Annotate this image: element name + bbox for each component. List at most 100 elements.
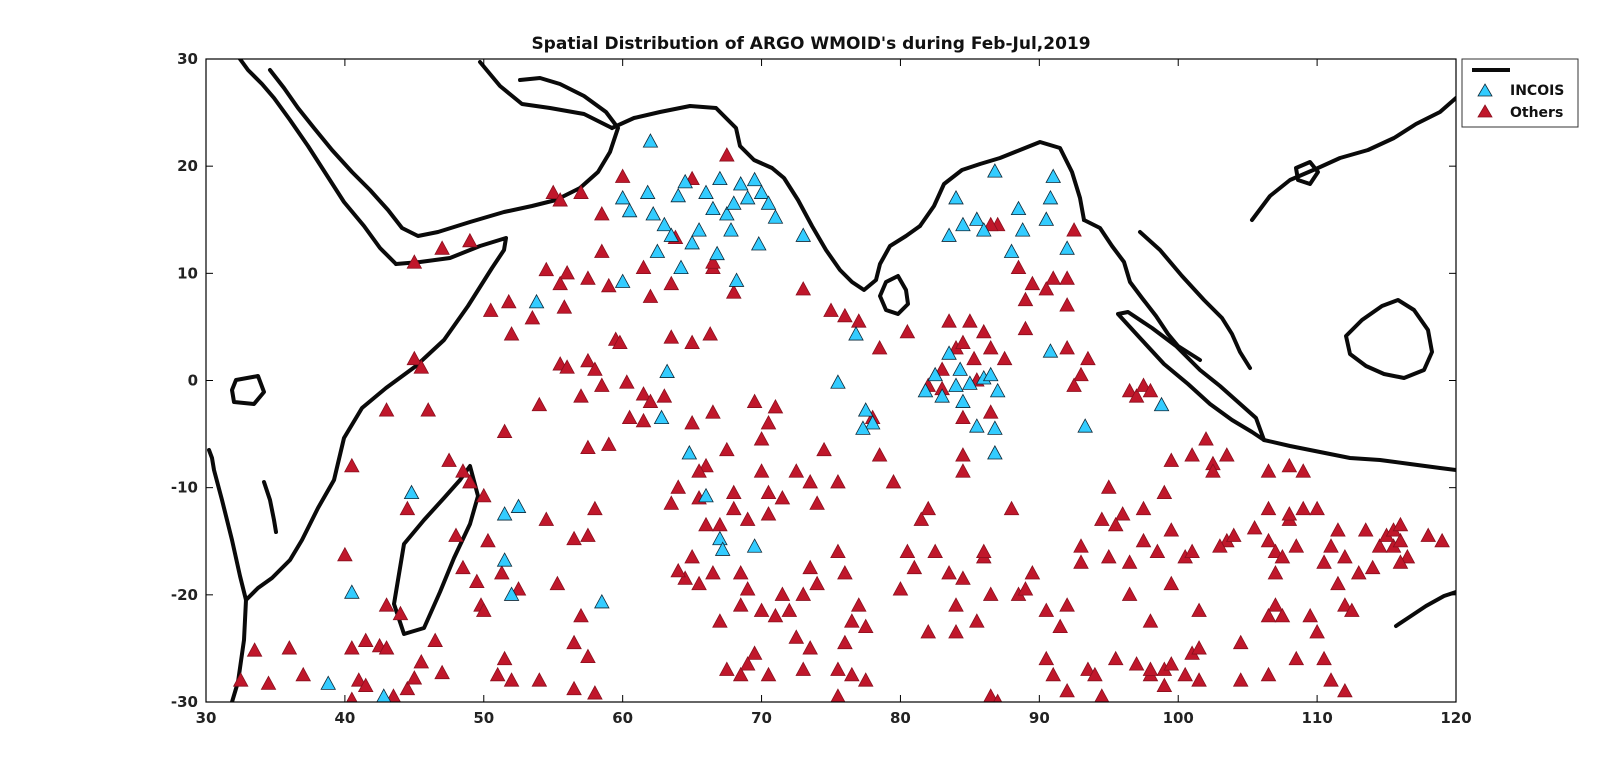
others-float-marker xyxy=(746,645,763,660)
others-float-marker xyxy=(566,680,582,696)
incois-float-marker xyxy=(645,206,662,221)
coastline-hainan xyxy=(1294,160,1320,186)
others-float-marker xyxy=(982,586,999,601)
others-float-marker xyxy=(1260,607,1277,623)
incois-float-marker xyxy=(955,393,971,408)
others-float-marker xyxy=(1288,650,1305,666)
y-tick-label: 20 xyxy=(177,157,198,175)
incois-float-marker xyxy=(698,487,714,503)
incois-float-marker xyxy=(927,366,943,382)
others-float-marker xyxy=(663,329,680,344)
incois-float-marker xyxy=(969,418,985,433)
others-float-marker xyxy=(1024,565,1041,580)
others-float-marker xyxy=(857,672,874,687)
incois-float-marker xyxy=(719,206,735,221)
others-float-marker xyxy=(1135,532,1152,548)
others-float-marker xyxy=(871,340,888,355)
others-float-marker xyxy=(712,613,728,628)
incois-float-marker xyxy=(653,409,670,425)
incois-float-marker xyxy=(496,506,513,521)
others-float-marker xyxy=(621,409,638,425)
others-float-marker xyxy=(702,326,718,341)
others-float-marker xyxy=(1059,270,1075,285)
incois-float-marker xyxy=(864,415,881,430)
others-float-marker xyxy=(1128,656,1145,671)
others-float-marker xyxy=(635,412,652,428)
others-float-marker xyxy=(1274,548,1291,564)
others-float-marker xyxy=(420,402,437,417)
incois-float-marker xyxy=(673,259,689,275)
others-float-marker xyxy=(1135,377,1152,392)
others-float-marker xyxy=(670,479,687,494)
others-float-marker xyxy=(462,473,478,489)
others-float-marker xyxy=(1107,516,1124,532)
others-float-marker xyxy=(975,543,992,558)
coastline-red-sea-east xyxy=(268,68,558,238)
others-float-marker xyxy=(1281,457,1298,473)
others-float-marker xyxy=(600,277,617,293)
incois-float-marker xyxy=(376,688,392,702)
others-float-marker xyxy=(1059,340,1075,355)
others-float-marker xyxy=(684,334,700,350)
coastline-myanmar-malaysia xyxy=(1082,218,1202,362)
x-tick-label: 100 xyxy=(1163,709,1194,727)
others-float-marker xyxy=(552,192,568,207)
incois-float-marker xyxy=(753,184,770,199)
coastline-horn-of-africa xyxy=(238,59,398,266)
coastline-sri-lanka xyxy=(878,274,910,316)
incois-float-marker xyxy=(934,388,950,403)
others-float-marker xyxy=(246,642,263,657)
others-float-marker xyxy=(962,313,978,328)
x-tick-label: 70 xyxy=(751,709,772,727)
incois-float-marker xyxy=(621,202,638,218)
others-float-marker xyxy=(982,216,999,232)
others-float-marker xyxy=(337,546,353,562)
others-float-marker xyxy=(635,386,652,401)
others-float-marker xyxy=(913,511,930,526)
others-float-marker xyxy=(1232,672,1249,687)
incois-float-marker xyxy=(656,216,673,232)
others-float-marker xyxy=(1316,554,1332,569)
others-float-marker xyxy=(996,350,1013,366)
incois-float-marker xyxy=(830,374,846,389)
others-float-marker xyxy=(594,206,610,221)
coastline-persian-gulf xyxy=(478,60,614,130)
others-float-marker xyxy=(663,275,680,291)
others-float-marker xyxy=(434,664,450,680)
others-float-marker xyxy=(1100,479,1117,494)
others-float-marker xyxy=(1156,484,1173,500)
incois-float-marker xyxy=(948,189,964,205)
others-float-marker xyxy=(767,398,784,414)
incois-float-marker xyxy=(725,195,742,210)
others-float-marker xyxy=(684,548,700,564)
others-float-marker xyxy=(496,650,513,666)
others-float-marker xyxy=(1337,682,1353,698)
incois-float-marker xyxy=(1045,168,1062,183)
others-float-marker xyxy=(260,675,277,690)
others-float-marker xyxy=(1094,511,1110,526)
others-float-marker xyxy=(809,575,825,591)
incois-float-marker xyxy=(677,173,693,189)
others-float-marker xyxy=(1191,640,1207,655)
others-float-marker xyxy=(566,634,582,650)
others-float-marker xyxy=(1225,527,1242,542)
others-float-marker xyxy=(503,326,520,341)
others-float-marker xyxy=(760,506,777,521)
others-float-marker xyxy=(955,409,971,425)
x-tick-label: 80 xyxy=(890,709,911,727)
others-float-marker xyxy=(587,500,603,516)
incois-float-marker xyxy=(987,445,1003,460)
coastline-layer xyxy=(207,59,1456,702)
incois-float-marker xyxy=(714,541,731,556)
others-float-marker xyxy=(1246,520,1263,535)
others-float-marker xyxy=(1094,688,1110,702)
others-float-marker xyxy=(1142,661,1159,676)
legend-incois-marker xyxy=(1477,83,1493,97)
incois-float-marker xyxy=(1010,200,1027,216)
others-float-marker xyxy=(1323,672,1339,687)
others-float-marker xyxy=(462,232,478,248)
others-float-marker xyxy=(232,672,249,687)
others-float-marker xyxy=(1163,522,1180,537)
others-float-marker xyxy=(788,629,805,644)
